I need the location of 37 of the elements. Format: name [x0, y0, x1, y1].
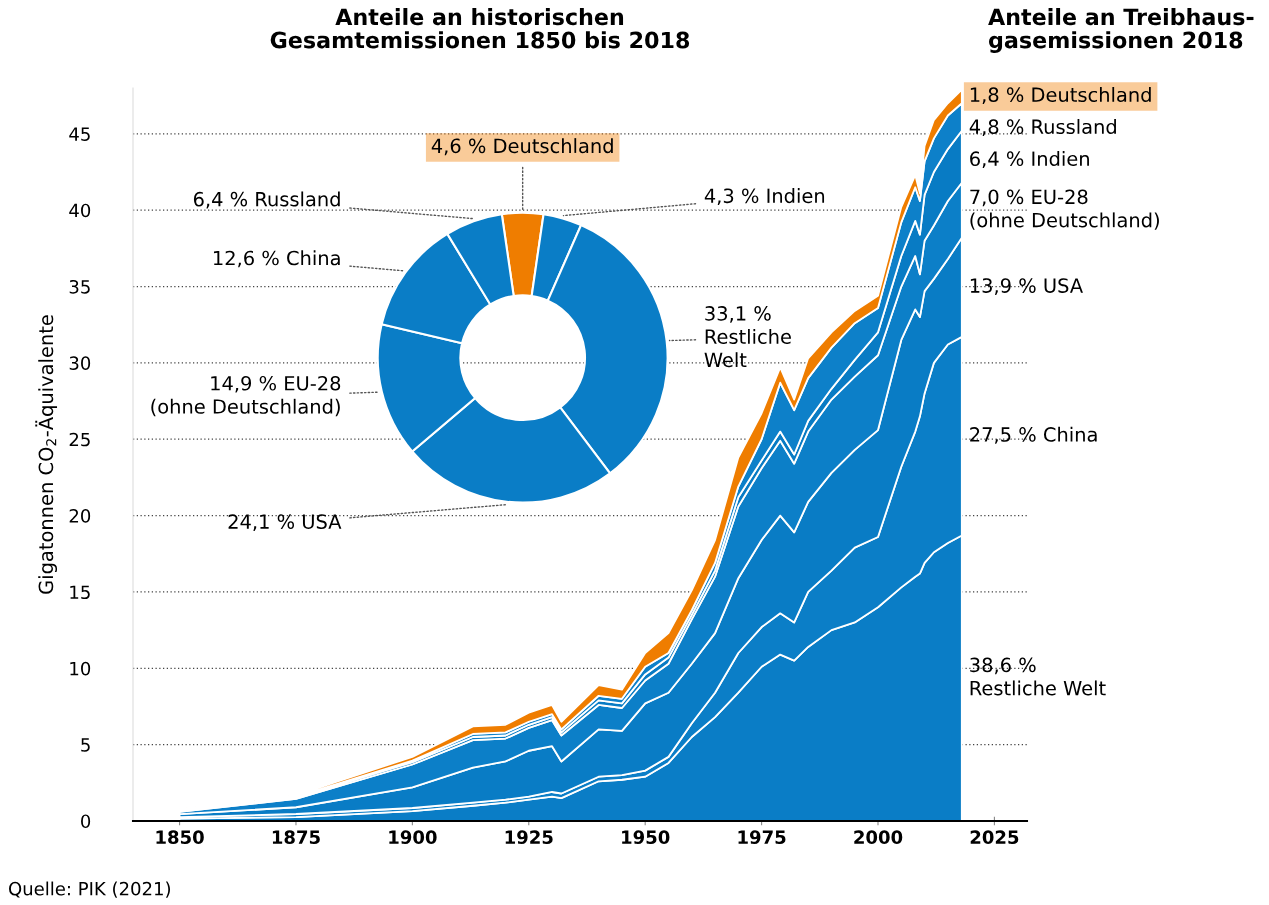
series-label: 13,9 % USA — [970, 278, 1083, 295]
x-tick-label: 1975 — [738, 830, 786, 844]
x-tick-label: 1875 — [272, 830, 320, 844]
series-label: 4,8 % Russland — [969, 118, 1116, 137]
slice-label: Restliche Welt — [704, 328, 791, 368]
x-tick-label: 2025 — [970, 830, 1019, 844]
slice-label: 14,9 % EU-28 (ohne Deutschland) — [151, 375, 341, 417]
x-tick-label: 1900 — [389, 830, 437, 844]
y-tick-label: 10 — [70, 661, 91, 676]
y-tick-label: 15 — [70, 585, 90, 600]
y-tick-label: 30 — [69, 356, 91, 370]
series-label: 1,8 % Deutschland — [970, 86, 1151, 105]
slice-label: 4,6 % Deutschland — [431, 138, 613, 156]
slice-label: 4,3 % Indien — [704, 188, 825, 206]
series-label: 38,6 % Restliche Welt — [970, 657, 1106, 696]
data-label: 33,1 % — [705, 306, 771, 323]
x-tick-label: 1950 — [622, 830, 670, 844]
source-note: Quelle: PIK (2021) — [9, 881, 171, 898]
slice-label: 6,4 % Russland — [193, 191, 340, 209]
y-tick-label: 25 — [69, 432, 90, 447]
series-label: 27,5 % China — [970, 426, 1097, 444]
x-tick-label: 1925 — [505, 830, 553, 844]
y-axis-title: Gigatonnen CO$_{2}$-Äquivalente — [35, 315, 58, 594]
series-label: 6,4 % Indien — [970, 150, 1089, 169]
x-tick-label: 2000 — [854, 830, 903, 844]
y-tick-label: 40 — [69, 203, 91, 218]
chart-title: Anteile an historischen Gesamtemissionen 1850 bis 2018 — [270, 8, 690, 49]
y-tick-label: 45 — [69, 127, 90, 141]
slice-label: 24,1 % USA — [228, 514, 342, 531]
y-tick-label: 35 — [69, 279, 90, 294]
text: Anteile an Treibhaus- gasemissionen 2018 — [988, 8, 1254, 53]
slice-label: 12,6 % China — [213, 250, 340, 268]
x-tick-label: 1850 — [156, 830, 204, 844]
y-tick-label: 5 — [81, 738, 90, 752]
series-label: 7,0 % EU-28 (ohne Deutschland) — [970, 189, 1159, 230]
y-tick-label: 20 — [69, 509, 91, 523]
y-tick-label: 0 — [81, 814, 91, 829]
